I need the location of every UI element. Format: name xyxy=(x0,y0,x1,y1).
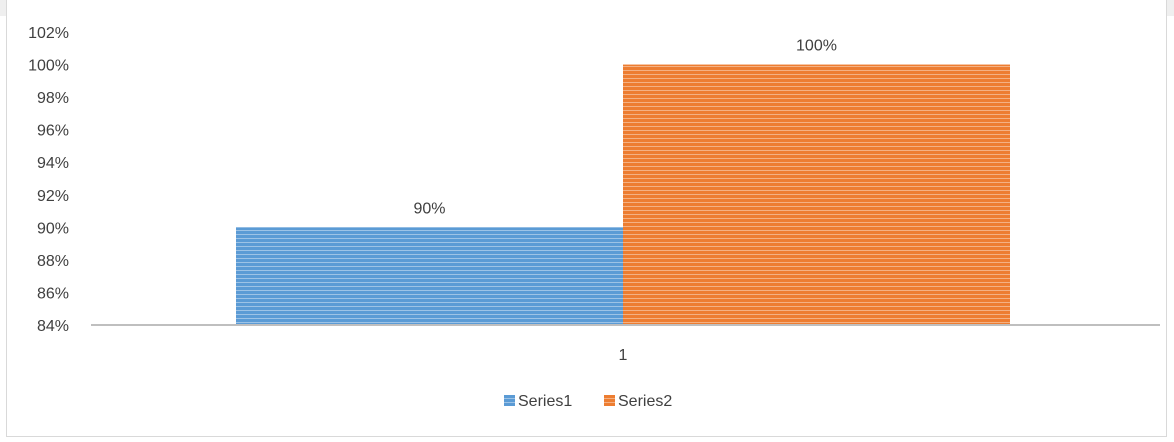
bars xyxy=(236,64,1010,326)
x-axis: 1 xyxy=(619,347,628,364)
x-tick-label: 1 xyxy=(619,347,628,364)
legend-label-series2: Series2 xyxy=(618,393,672,410)
y-tick-label: 84% xyxy=(37,318,69,335)
y-tick-label: 100% xyxy=(28,58,69,75)
y-axis: 84% 86% 88% 90% 92% 94% 96% 98% 100% 102% xyxy=(28,25,69,335)
y-tick-label: 96% xyxy=(37,123,69,140)
bar-series2 xyxy=(623,64,1010,326)
y-tick-label: 94% xyxy=(37,155,69,172)
y-tick-label: 90% xyxy=(37,220,69,237)
data-label-series2: 100% xyxy=(796,38,837,55)
y-tick-label: 98% xyxy=(37,90,69,107)
chart-area: 84% 86% 88% 90% 92% 94% 96% 98% 100% 102% 90% 100%… xyxy=(6,0,1167,437)
bar-series1 xyxy=(236,227,623,325)
y-tick-label: 92% xyxy=(37,188,69,205)
data-label-series1: 90% xyxy=(413,200,445,217)
legend-swatch-series1 xyxy=(504,395,515,406)
y-tick-label: 88% xyxy=(37,253,69,270)
legend-label-series1: Series1 xyxy=(518,393,572,410)
legend: Series1 Series2 xyxy=(504,393,672,410)
bar-chart: 84% 86% 88% 90% 92% 94% 96% 98% 100% 102% 90% 100%… xyxy=(28,25,1160,410)
y-tick-label: 86% xyxy=(37,285,69,302)
y-tick-label: 102% xyxy=(28,25,69,42)
data-labels: 90% 100% xyxy=(413,38,836,218)
legend-swatch-series2 xyxy=(604,395,615,406)
